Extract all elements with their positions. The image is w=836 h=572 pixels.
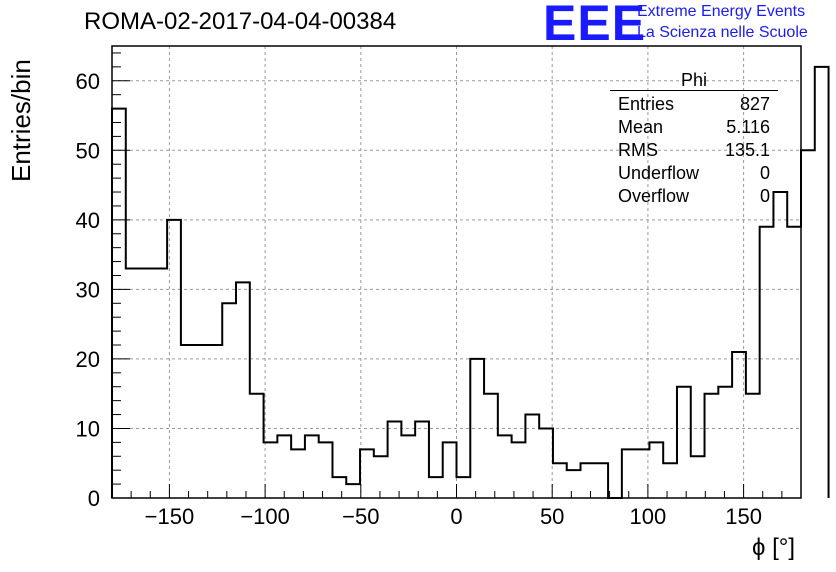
stats-value: 0 [759,163,770,183]
stats-row-mean: Mean 5.116 [610,116,778,139]
x-tick-label: −50 [342,504,379,529]
y-axis-label: Entries/bin [6,59,36,182]
y-tick-label: 40 [76,208,100,233]
stats-row-underflow: Underflow 0 [610,162,778,185]
stats-label: Underflow [618,163,700,183]
stats-box: Phi Entries 827 Mean 5.116 RMS 135.1 Und… [610,70,778,208]
stats-row-overflow: Overflow 0 [610,185,778,208]
eee-logo-line1: Extreme Energy Events [637,3,806,20]
stats-row-rms: RMS 135.1 [610,139,778,162]
chart-title: ROMA-02-2017-04-04-00384 [84,8,397,35]
x-tick-label: 50 [540,504,564,529]
x-tick-label: 0 [450,504,462,529]
y-tick-label: 60 [76,69,100,94]
y-tick-label: 20 [76,347,100,372]
stats-value: 827 [739,94,770,114]
x-tick-label: −100 [240,504,290,529]
stats-label: Entries [618,94,675,114]
y-tick-label: 10 [76,416,100,441]
stats-value: 0 [759,186,770,206]
x-tick-label: 150 [725,504,762,529]
stats-value: 5.116 [726,117,770,137]
stats-label: RMS [618,140,658,160]
y-tick-label: 0 [88,486,100,511]
stats-value: 135.1 [724,140,770,160]
y-tick-label: 50 [76,138,100,163]
stats-label: Overflow [618,186,690,206]
eee-logo-line2: La Scienza nelle Scuole [637,24,808,41]
stats-label: Mean [618,117,664,137]
x-tick-label: −150 [145,504,195,529]
stats-title: Phi [610,70,778,91]
eee-logo: EEE [543,0,647,51]
histogram-line [111,65,830,499]
y-tick-label: 30 [76,277,100,302]
x-axis-label: ϕ [°] [752,534,796,561]
x-tick-label: 100 [630,504,667,529]
stats-row-entries: Entries 827 [610,93,778,116]
